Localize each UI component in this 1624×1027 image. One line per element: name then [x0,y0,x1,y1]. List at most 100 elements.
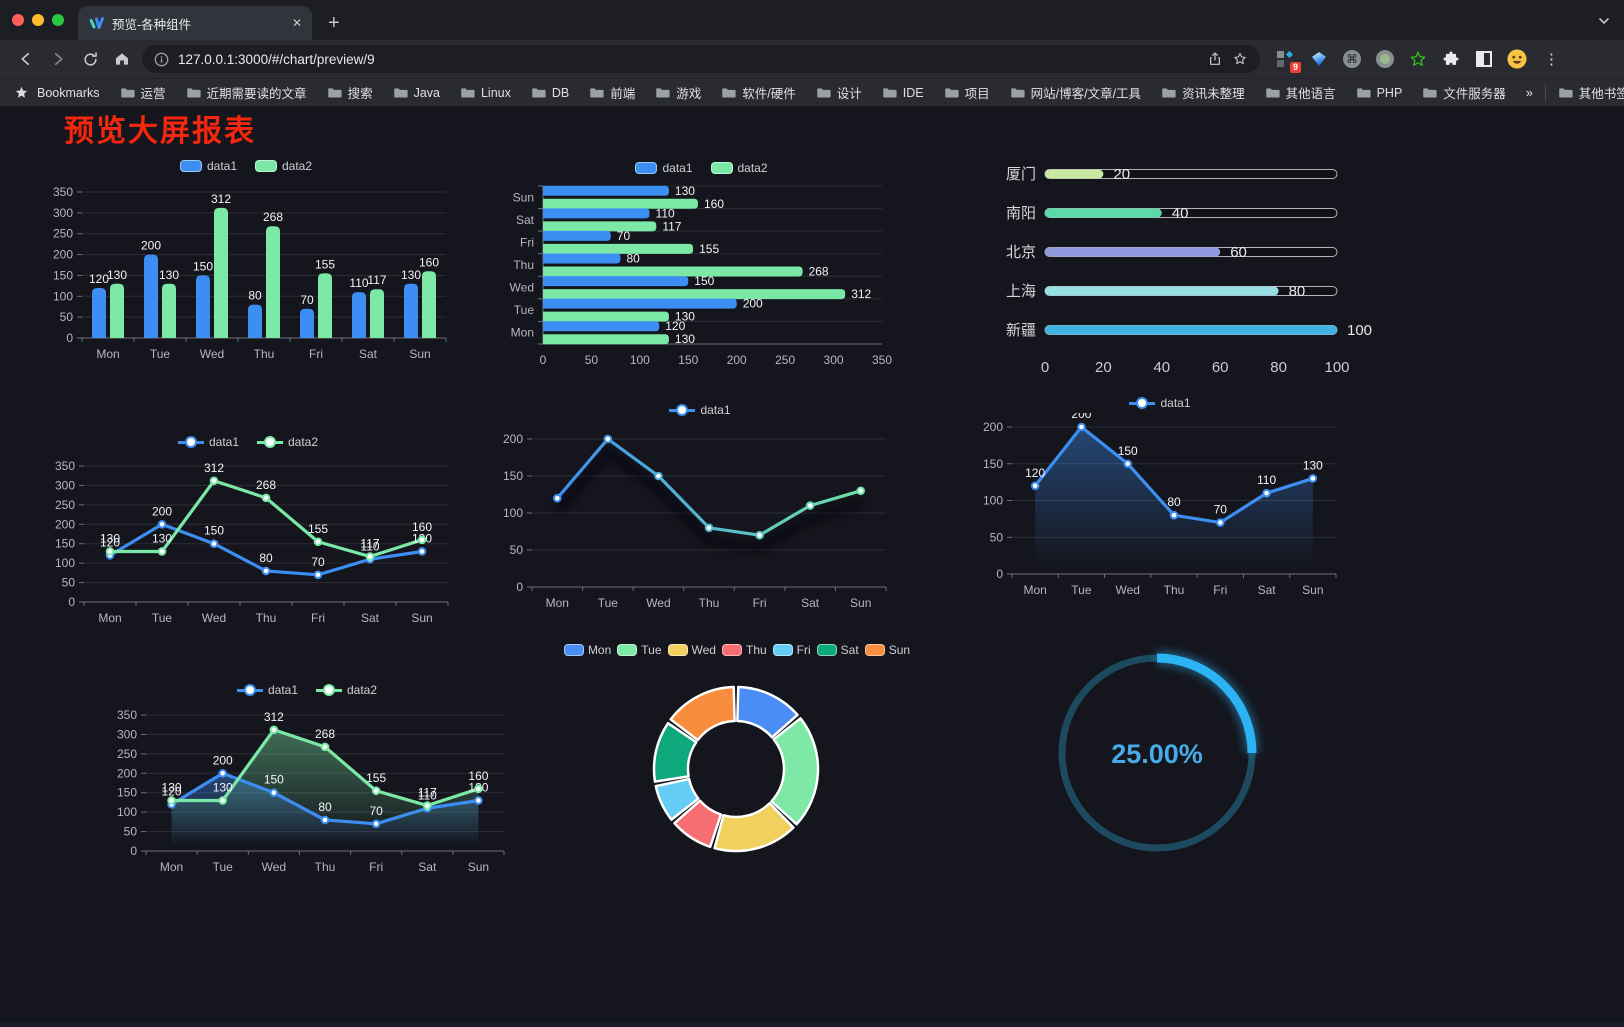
legend-item[interactable]: Tue [617,643,662,657]
svg-text:80: 80 [318,800,332,814]
svg-text:312: 312 [211,192,231,206]
svg-text:155: 155 [308,522,328,536]
svg-text:117: 117 [360,537,379,551]
svg-text:Sat: Sat [516,213,535,227]
legend-item[interactable]: data2 [257,435,318,449]
svg-text:50: 50 [990,530,1004,544]
bookmark-folder-list: 运营 近期需要读的文章 搜索 Java Linux DB 前端 游戏 软件/硬件 设计 IDE 项目 网… [120,83,1506,102]
svg-text:Thu: Thu [254,347,275,361]
bookmark-folder[interactable]: 项目 [944,83,990,102]
chart-grouped-bar: data1 data2 0 50 100 150 200 250 300 350 Mon Tue We… [36,148,456,373]
bookmark-folder[interactable]: IDE [882,85,924,100]
svg-text:50: 50 [124,825,138,839]
svg-text:Sat: Sat [418,860,437,874]
svg-text:350: 350 [55,459,75,473]
legend-item[interactable]: data2 [316,683,377,697]
bookmark-folder[interactable]: 运营 [120,83,166,102]
bookmark-star-icon[interactable] [1232,51,1248,67]
profile-avatar[interactable] [1507,49,1527,69]
legend-item[interactable]: Sun [864,643,910,657]
star-extension-icon[interactable] [1408,49,1428,69]
contrast-extension-icon[interactable] [1474,49,1494,69]
command-extension-icon[interactable]: ⌘ [1342,49,1362,69]
forward-button[interactable] [42,44,74,74]
address-bar[interactable]: 127.0.0.1:3000/#/chart/preview/9 [142,45,1260,73]
chart-legend: data1 data2 [36,432,460,452]
bookmark-folder[interactable]: DB [531,85,569,100]
browser-tab[interactable]: 预览-各种组件 ✕ [78,6,312,40]
legend-item[interactable]: Fri [772,643,811,657]
bookmark-folder[interactable]: Java [393,85,440,100]
new-tab-button[interactable]: + [328,12,340,34]
svg-text:300: 300 [53,206,73,220]
chart-legend: data1 data2 [98,680,516,700]
url-text[interactable]: 127.0.0.1:3000/#/chart/preview/9 [178,51,375,67]
legend-item[interactable]: data1 [669,403,731,417]
legend-item[interactable]: data1 [179,159,237,173]
home-button[interactable] [106,44,138,74]
tab-strip-chevron-icon[interactable] [1598,12,1610,30]
legend-item[interactable]: data1 [177,435,239,449]
legend-item[interactable]: Thu [721,643,767,657]
bookmark-folder[interactable]: Linux [460,85,511,100]
site-info-icon[interactable] [154,52,169,67]
gem-extension-icon[interactable] [1309,49,1329,69]
svg-text:117: 117 [367,273,386,287]
svg-text:Tue: Tue [213,860,234,874]
folder-icon [883,88,897,98]
bookmark-folder[interactable]: 其他语言 [1265,83,1336,102]
bookmarks-manager[interactable]: Bookmarks [14,85,100,100]
legend-item[interactable]: data2 [255,159,312,173]
legend-item[interactable]: Sat [816,643,859,657]
minimize-window-button[interactable] [32,14,44,26]
svg-text:120: 120 [665,319,685,333]
legend-item[interactable]: data1 [1129,396,1191,410]
folder-icon [1162,88,1176,98]
svg-text:150: 150 [694,274,714,288]
svg-text:110: 110 [656,206,675,220]
bookmark-folder[interactable]: 游戏 [655,83,701,102]
bookmarks-label: Bookmarks [37,85,100,100]
browser-menu-button[interactable]: ⋮ [1544,51,1559,68]
svg-text:0: 0 [996,567,1003,581]
svg-text:40: 40 [1172,205,1189,222]
svg-text:南阳: 南阳 [1006,205,1036,222]
tabs-manager-extension-icon[interactable]: 9 [1276,49,1301,73]
titlebar: 预览-各种组件 ✕ + [0,0,1624,40]
recorder-extension-icon[interactable] [1375,49,1395,69]
other-bookmarks-folder[interactable]: 其他书签 [1558,83,1624,102]
folder-icon [1423,88,1437,98]
bookmark-folder[interactable]: 前端 [589,83,635,102]
svg-text:Sun: Sun [411,611,432,625]
bookmark-folder[interactable]: 资讯未整理 [1161,83,1245,102]
svg-text:200: 200 [1071,413,1091,421]
svg-text:120: 120 [1025,466,1045,480]
legend-item[interactable]: Mon [563,643,611,657]
share-icon[interactable] [1207,51,1223,67]
svg-text:110: 110 [1257,473,1276,487]
svg-text:40: 40 [1153,359,1170,376]
bookmark-folder[interactable]: 设计 [816,83,862,102]
zoom-window-button[interactable] [52,14,64,26]
legend-item[interactable]: data1 [236,683,298,697]
bookmarks-overflow-button[interactable]: » [1525,85,1533,100]
back-button[interactable] [10,44,42,74]
bookmark-folder[interactable]: 网站/博客/文章/工具 [1010,83,1141,102]
close-window-button[interactable] [12,14,24,26]
svg-text:Tue: Tue [150,347,171,361]
bookmark-folder[interactable]: 近期需要读的文章 [186,83,307,102]
legend-item[interactable]: Wed [667,643,716,657]
folder-icon [1356,88,1371,98]
bookmark-folder[interactable]: 文件服务器 [1422,83,1506,102]
legend-item[interactable]: data1 [635,161,693,175]
bookmark-folder[interactable]: 软件/硬件 [721,83,796,102]
tab-close-icon[interactable]: ✕ [291,16,302,30]
reload-button[interactable] [74,44,106,74]
extensions-puzzle-icon[interactable] [1441,49,1461,69]
svg-text:160: 160 [468,769,488,783]
bookmark-folder[interactable]: 搜索 [327,83,373,102]
svg-text:Wed: Wed [200,347,224,361]
legend-item[interactable]: data2 [710,161,768,175]
folder-icon [1559,88,1573,98]
bookmark-folder[interactable]: PHP [1356,85,1402,100]
